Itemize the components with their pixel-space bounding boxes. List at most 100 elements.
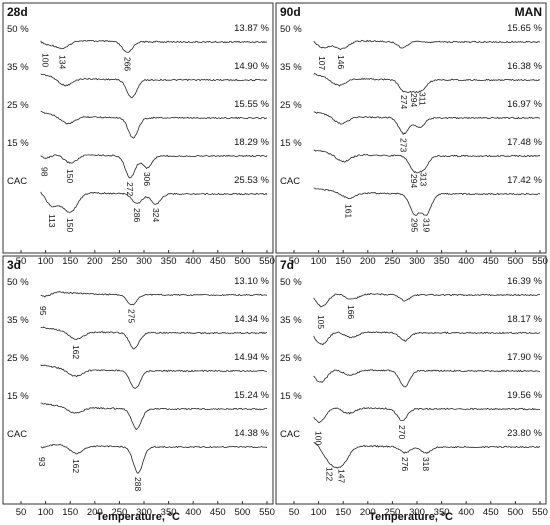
peak-label: 105 bbox=[316, 315, 326, 329]
x-tick-label: 350 bbox=[161, 256, 177, 267]
mass-loss-label: 14.94 % bbox=[234, 352, 269, 363]
series-90d-3: 15 % 17.48 % 294 313 bbox=[280, 137, 543, 189]
x-tick-label: 50 bbox=[16, 507, 27, 518]
series-line bbox=[40, 154, 268, 179]
panel-28d: 28d 50 % 13.87 % 100 134 266 35 % 14.90 % 25 % 15… bbox=[2, 2, 275, 267]
peak-label: 146 bbox=[336, 55, 346, 69]
series-label: 50 % bbox=[7, 24, 29, 35]
mass-loss-label: 13.10 % bbox=[234, 276, 269, 287]
mass-loss-label: 23.80 % bbox=[507, 428, 542, 439]
series-line bbox=[313, 73, 541, 93]
series-line bbox=[40, 326, 268, 350]
peak-label: 270 bbox=[397, 425, 407, 439]
peak-label: 134 bbox=[57, 55, 67, 69]
series-3d-2: 25 % 14.94 % bbox=[7, 352, 270, 389]
panel-title: 3d bbox=[7, 258, 21, 272]
panel-7d: 7d 50 % 16.39 % 105 166 35 % 18.17 % 25 % 17.90 … bbox=[275, 255, 548, 523]
x-tick-label: 200 bbox=[360, 507, 376, 518]
x-axis-title: Temperature, ºC bbox=[96, 511, 180, 523]
series-label: CAC bbox=[280, 429, 300, 440]
peak-label: 294 bbox=[409, 174, 419, 188]
x-tick-label: 400 bbox=[458, 256, 474, 267]
series-label: 35 % bbox=[7, 62, 29, 73]
mass-loss-label: 15.65 % bbox=[507, 23, 542, 34]
x-tick-label: 350 bbox=[161, 507, 177, 518]
series-3d-3: 15 % 15.24 % bbox=[7, 390, 270, 430]
series-90d-4: CAC 17.42 % 161 295 319 bbox=[280, 175, 543, 233]
x-tick-label: 100 bbox=[38, 507, 54, 518]
series-label: 25 % bbox=[7, 100, 29, 111]
x-tick-label: 200 bbox=[87, 256, 103, 267]
mass-loss-label: 15.55 % bbox=[234, 99, 269, 110]
x-tick-label: 150 bbox=[62, 507, 78, 518]
x-tick-label: 50 bbox=[16, 256, 27, 267]
mass-loss-label: 16.38 % bbox=[507, 61, 542, 72]
series-3d-1: 35 % 14.34 % 162 bbox=[7, 314, 270, 359]
series-label: 15 % bbox=[7, 391, 29, 402]
series-7d-2: 25 % 17.90 % bbox=[280, 352, 543, 388]
series-28d-3: 15 % 18.29 % 98 150 272 306 bbox=[7, 137, 270, 196]
panel-title: 7d bbox=[280, 258, 294, 272]
series-label: 25 % bbox=[7, 353, 29, 364]
peak-label: 166 bbox=[346, 305, 356, 319]
peak-label: 266 bbox=[122, 57, 132, 71]
x-tick-label: 250 bbox=[111, 507, 127, 518]
peak-label: 313 bbox=[418, 172, 428, 186]
mass-loss-label: 14.34 % bbox=[234, 314, 269, 325]
series-line bbox=[40, 402, 268, 430]
series-line bbox=[40, 73, 268, 99]
series-line bbox=[313, 293, 541, 308]
peak-label: 288 bbox=[133, 477, 143, 491]
series-7d-4: CAC 23.80 % 122 147 276 318 bbox=[280, 428, 543, 483]
series-line bbox=[313, 331, 541, 346]
series-line bbox=[40, 364, 268, 389]
series-3d-0: 50 % 13.10 % 95 275 bbox=[7, 276, 270, 323]
series-line bbox=[313, 111, 541, 136]
peak-label: 319 bbox=[421, 218, 431, 232]
peak-label: 95 bbox=[38, 306, 48, 316]
mass-loss-label: 14.38 % bbox=[234, 428, 269, 439]
panel-corner-note: MAN bbox=[515, 5, 542, 19]
series-28d-4: CAC 25.53 % 113 150 286 324 bbox=[7, 175, 270, 232]
series-line bbox=[313, 39, 541, 50]
series-3d-4: CAC 14.38 % 93 162 288 bbox=[7, 428, 270, 491]
x-tick-label: 500 bbox=[234, 256, 250, 267]
series-28d-2: 25 % 15.55 % bbox=[7, 99, 270, 139]
x-tick-label: 50 bbox=[289, 507, 300, 518]
mass-loss-label: 16.39 % bbox=[507, 276, 542, 287]
peak-label: 273 bbox=[399, 138, 409, 152]
x-tick-label: 400 bbox=[458, 507, 474, 518]
peak-label: 275 bbox=[127, 309, 137, 323]
series-label: CAC bbox=[7, 176, 27, 187]
series-line bbox=[40, 291, 268, 306]
mass-loss-label: 17.48 % bbox=[507, 137, 542, 148]
mass-loss-label: 18.17 % bbox=[507, 314, 542, 325]
x-tick-label: 550 bbox=[532, 256, 548, 267]
mass-loss-label: 19.56 % bbox=[507, 390, 542, 401]
series-label: 15 % bbox=[280, 138, 302, 149]
peak-label: 147 bbox=[337, 469, 347, 483]
series-line bbox=[313, 406, 541, 424]
series-line bbox=[313, 369, 541, 388]
panel-frame bbox=[275, 2, 547, 254]
x-tick-label: 150 bbox=[62, 256, 78, 267]
series-28d-1: 35 % 14.90 % bbox=[7, 61, 270, 99]
x-tick-label: 350 bbox=[434, 507, 450, 518]
x-tick-label: 350 bbox=[434, 256, 450, 267]
series-label: 35 % bbox=[280, 62, 302, 73]
mass-loss-label: 13.87 % bbox=[234, 23, 269, 34]
peak-label: 113 bbox=[47, 214, 57, 228]
x-tick-label: 300 bbox=[136, 507, 152, 518]
peak-label: 318 bbox=[421, 457, 431, 471]
panel-frame bbox=[275, 255, 547, 505]
series-label: CAC bbox=[280, 176, 300, 187]
x-tick-label: 450 bbox=[483, 507, 499, 518]
peak-label: 162 bbox=[71, 459, 81, 473]
series-label: 25 % bbox=[280, 100, 302, 111]
peak-label: 122 bbox=[324, 467, 334, 481]
series-line bbox=[40, 110, 268, 139]
x-tick-label: 100 bbox=[38, 256, 54, 267]
x-tick-label: 400 bbox=[185, 507, 201, 518]
x-tick-label: 200 bbox=[360, 256, 376, 267]
